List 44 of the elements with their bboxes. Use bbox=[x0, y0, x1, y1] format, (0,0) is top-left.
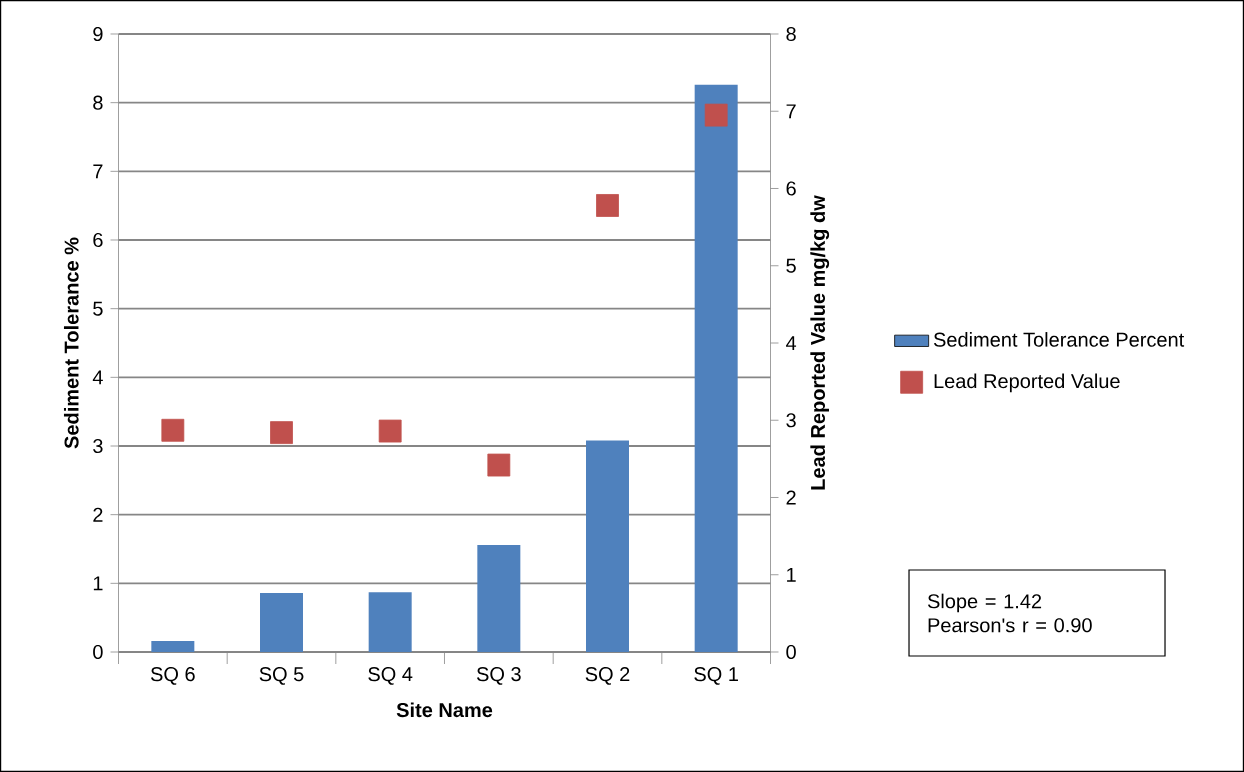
legend-label: Lead Reported Value bbox=[934, 373, 1120, 393]
y2-tick-label: 5 bbox=[786, 258, 796, 273]
y-tick-label: 5 bbox=[93, 301, 103, 316]
point bbox=[270, 421, 293, 445]
y2-tick-label: 3 bbox=[786, 413, 796, 428]
y-tick-label: 2 bbox=[93, 507, 103, 522]
point bbox=[704, 103, 728, 127]
y-tick-label: 8 bbox=[93, 95, 103, 110]
point bbox=[378, 419, 402, 443]
y2-tick-label: 6 bbox=[786, 181, 796, 196]
x-axis-title: Site Name bbox=[396, 702, 493, 718]
x-tick-label: SQ 5 bbox=[259, 667, 304, 685]
bar bbox=[586, 440, 629, 652]
x-tick-label: SQ 6 bbox=[150, 667, 195, 685]
y2-tick-label: 1 bbox=[787, 567, 796, 582]
y-tick-label: 0 bbox=[93, 644, 103, 660]
y2-tick-label: 0 bbox=[786, 644, 796, 660]
point bbox=[161, 418, 185, 442]
x-tick-label: SQ 3 bbox=[476, 667, 521, 685]
y-tick-label: 3 bbox=[93, 438, 103, 454]
bar bbox=[694, 84, 738, 652]
legend-label: Sediment Tolerance Percent bbox=[933, 332, 1185, 347]
y-tick-label: 6 bbox=[93, 232, 103, 248]
y-axis-title: Sediment Tolerance % bbox=[63, 237, 79, 449]
text: Slope = 1.42 bbox=[927, 593, 1042, 613]
bar bbox=[477, 544, 521, 652]
y2-tick-label: 4 bbox=[786, 336, 797, 350]
x-tick-label: SQ 4 bbox=[368, 667, 413, 685]
point bbox=[596, 194, 619, 217]
y-tick-label: 1 bbox=[93, 576, 103, 591]
y2-tick-label: 8 bbox=[786, 26, 796, 42]
y2-axis-title: Lead Reported Value mg/kg dw bbox=[810, 195, 830, 490]
bar bbox=[368, 592, 412, 652]
bar bbox=[260, 592, 303, 652]
y-tick-label: 4 bbox=[92, 370, 103, 385]
y-tick-label: 7 bbox=[93, 164, 103, 179]
y2-tick-label: 2 bbox=[786, 490, 796, 505]
text: Pearson's r = 0.90 bbox=[928, 618, 1092, 633]
bar bbox=[151, 641, 195, 652]
point bbox=[487, 453, 511, 477]
y-tick-label: 9 bbox=[93, 26, 103, 42]
x-tick-label: SQ 1 bbox=[694, 667, 738, 685]
y2-tick-label: 7 bbox=[786, 104, 796, 119]
x-tick-label: SQ 2 bbox=[585, 667, 630, 685]
